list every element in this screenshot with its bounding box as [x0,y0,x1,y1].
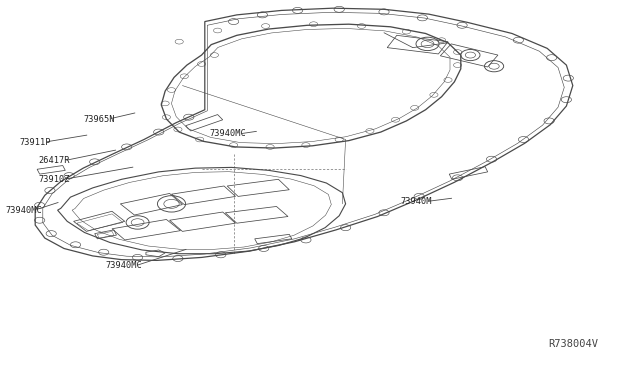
Text: 73940MC: 73940MC [210,129,246,138]
Text: 73940M: 73940M [400,197,431,206]
Text: 73940MC: 73940MC [5,206,42,215]
Text: 73910Z: 73910Z [38,175,70,184]
Text: 73911P: 73911P [19,138,51,147]
Text: 26417R: 26417R [38,156,70,165]
Text: 73940MC: 73940MC [106,262,142,270]
Text: R738004V: R738004V [548,339,598,349]
Text: 73965N: 73965N [83,115,115,124]
